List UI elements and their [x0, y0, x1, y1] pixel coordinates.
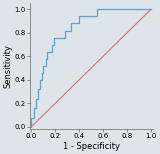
Y-axis label: Sensitivity: Sensitivity — [4, 45, 12, 88]
X-axis label: 1 - Specificity: 1 - Specificity — [63, 142, 120, 150]
